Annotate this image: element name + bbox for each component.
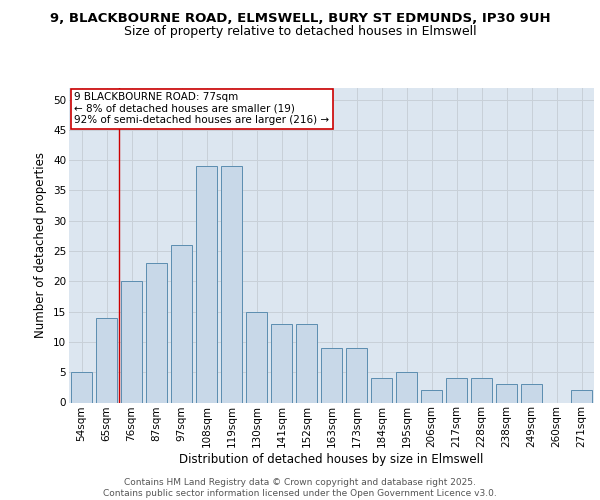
Text: 9, BLACKBOURNE ROAD, ELMSWELL, BURY ST EDMUNDS, IP30 9UH: 9, BLACKBOURNE ROAD, ELMSWELL, BURY ST E… [50, 12, 550, 26]
Bar [271, 324, 292, 402]
Bar [321, 348, 342, 403]
Bar [496, 384, 517, 402]
Bar [171, 245, 192, 402]
Bar [446, 378, 467, 402]
Bar [471, 378, 492, 402]
Bar [196, 166, 217, 402]
Bar [71, 372, 92, 402]
Bar [246, 312, 267, 402]
Text: 9 BLACKBOURNE ROAD: 77sqm
← 8% of detached houses are smaller (19)
92% of semi-d: 9 BLACKBOURNE ROAD: 77sqm ← 8% of detach… [74, 92, 329, 126]
Bar [421, 390, 442, 402]
Bar [346, 348, 367, 403]
Bar [521, 384, 542, 402]
Bar [396, 372, 417, 402]
X-axis label: Distribution of detached houses by size in Elmswell: Distribution of detached houses by size … [179, 453, 484, 466]
Bar [221, 166, 242, 402]
Bar [296, 324, 317, 402]
Bar [371, 378, 392, 402]
Text: Contains HM Land Registry data © Crown copyright and database right 2025.
Contai: Contains HM Land Registry data © Crown c… [103, 478, 497, 498]
Text: Size of property relative to detached houses in Elmswell: Size of property relative to detached ho… [124, 25, 476, 38]
Bar [121, 282, 142, 403]
Bar [146, 263, 167, 402]
Bar [96, 318, 117, 402]
Y-axis label: Number of detached properties: Number of detached properties [34, 152, 47, 338]
Bar [571, 390, 592, 402]
